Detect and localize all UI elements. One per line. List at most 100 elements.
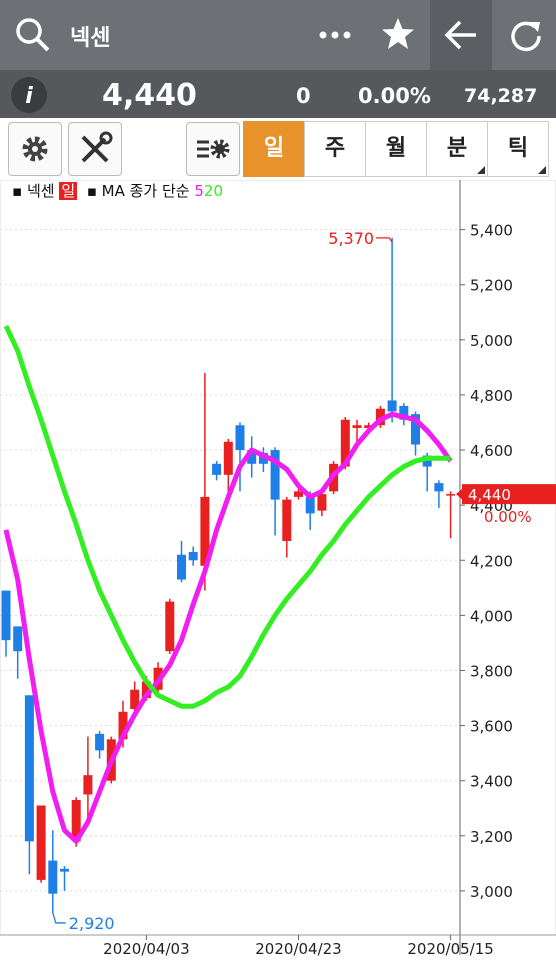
candle-body [141,681,151,699]
candle-body [317,494,327,511]
candle-body [24,695,34,842]
y-tick-label: 5,400 [470,222,513,240]
candle [434,480,444,508]
candle-body [130,689,140,710]
candle-body [422,455,432,467]
y-tick-label: 5,000 [470,332,513,350]
candle [247,436,257,478]
x-tick-label: 2020/04/23 [255,940,341,958]
y-tick-label: 3,600 [470,718,513,736]
max-arrow [376,237,393,243]
candle-body [212,463,222,475]
candle-body [446,494,456,496]
y-tick-label: 4,000 [470,607,513,625]
y-tick-label: 4,200 [470,552,513,570]
back-button[interactable] [430,0,492,70]
dropdown-mark [477,166,485,174]
candle [83,736,93,825]
candle [95,731,105,759]
toolbar: 일 주 월 분 틱 [0,118,556,180]
star-icon[interactable] [380,16,416,52]
price: 4,440 [102,78,197,113]
candle-body [399,405,409,420]
y-tick-label: 3,000 [470,883,513,901]
candle [24,695,34,875]
candle-body [177,554,186,580]
indicator-icon [197,139,230,159]
price-tag [462,484,556,505]
candle [223,439,233,500]
candle-body [60,868,69,872]
tab[interactable]: 일 [243,121,305,177]
candle [13,626,23,679]
tab[interactable]: 틱 [487,121,549,177]
candle [1,590,11,657]
candle [235,422,245,492]
more-icon[interactable] [318,26,354,44]
legend-ma: MA 종가 단순 [101,182,190,200]
x-tick-label: 2020/04/03 [103,940,189,958]
x-tick-label: 2020/05/15 [407,940,493,958]
price-tag-pointer [456,488,463,501]
min-arrow [52,912,66,924]
settings-button[interactable] [8,122,62,176]
candle [446,491,456,539]
ma-line [3,411,453,844]
candle-body [352,425,362,428]
info-icon[interactable]: i [10,76,48,114]
candle-body [247,450,257,464]
tab[interactable]: 분 [426,121,488,177]
y-tick-label: 3,200 [470,828,513,846]
legend-marker: ▪ [81,182,102,200]
candle [352,419,362,445]
candle-body [235,425,245,451]
candle [165,598,175,654]
refresh-icon[interactable] [508,18,544,54]
candle-body [71,799,81,842]
min-label: 2,920 [69,914,115,933]
quote-bar: i 4,440 0 0.00% 74,287 [0,70,556,118]
max-label: 5,370 [328,229,374,248]
candle [188,546,198,566]
change: 0 [296,84,311,108]
candle [399,403,409,426]
legend-stock: 넥센 [26,182,55,200]
legend-entry: 5 [194,182,204,200]
change-rate: 0.00% [358,84,431,108]
search-icon[interactable] [14,16,52,54]
tab[interactable]: 주 [304,121,366,177]
candle [177,540,186,583]
legend-period: 일 [59,182,78,200]
tab-label: 분 [446,136,468,161]
candle-body [188,551,198,561]
svg-text:i: i [25,84,33,109]
back-icon [444,20,476,50]
top-bar: 넥센 [0,0,556,70]
legend-entry: 20 [203,182,223,200]
tools-button[interactable] [68,122,122,176]
candle-body [118,711,128,740]
candle-body [282,499,292,541]
candle-body [48,860,58,894]
candle-body [294,491,303,497]
candle-body [165,601,175,652]
tab-label: 틱 [507,136,529,161]
volume: 74,287 [464,85,538,107]
tab[interactable]: 월 [365,121,427,177]
candle-body [223,441,233,475]
candle [36,805,46,883]
ma-line [3,324,451,709]
candle-body [340,419,350,467]
last-change: 0.00% [484,508,532,526]
y-tick-label: 4,600 [470,442,513,460]
candle-body [200,496,210,566]
legend: ▪ 넥센 일 ▪ MA 종가 단순 520 [12,180,223,202]
tools-icon [81,131,113,163]
indicator-button[interactable] [186,122,240,176]
y-tick-label: 3,800 [470,662,513,680]
candle-body [387,400,397,412]
candle [387,237,397,423]
y-tick-label: 5,200 [470,277,513,295]
candle-body [1,590,11,641]
